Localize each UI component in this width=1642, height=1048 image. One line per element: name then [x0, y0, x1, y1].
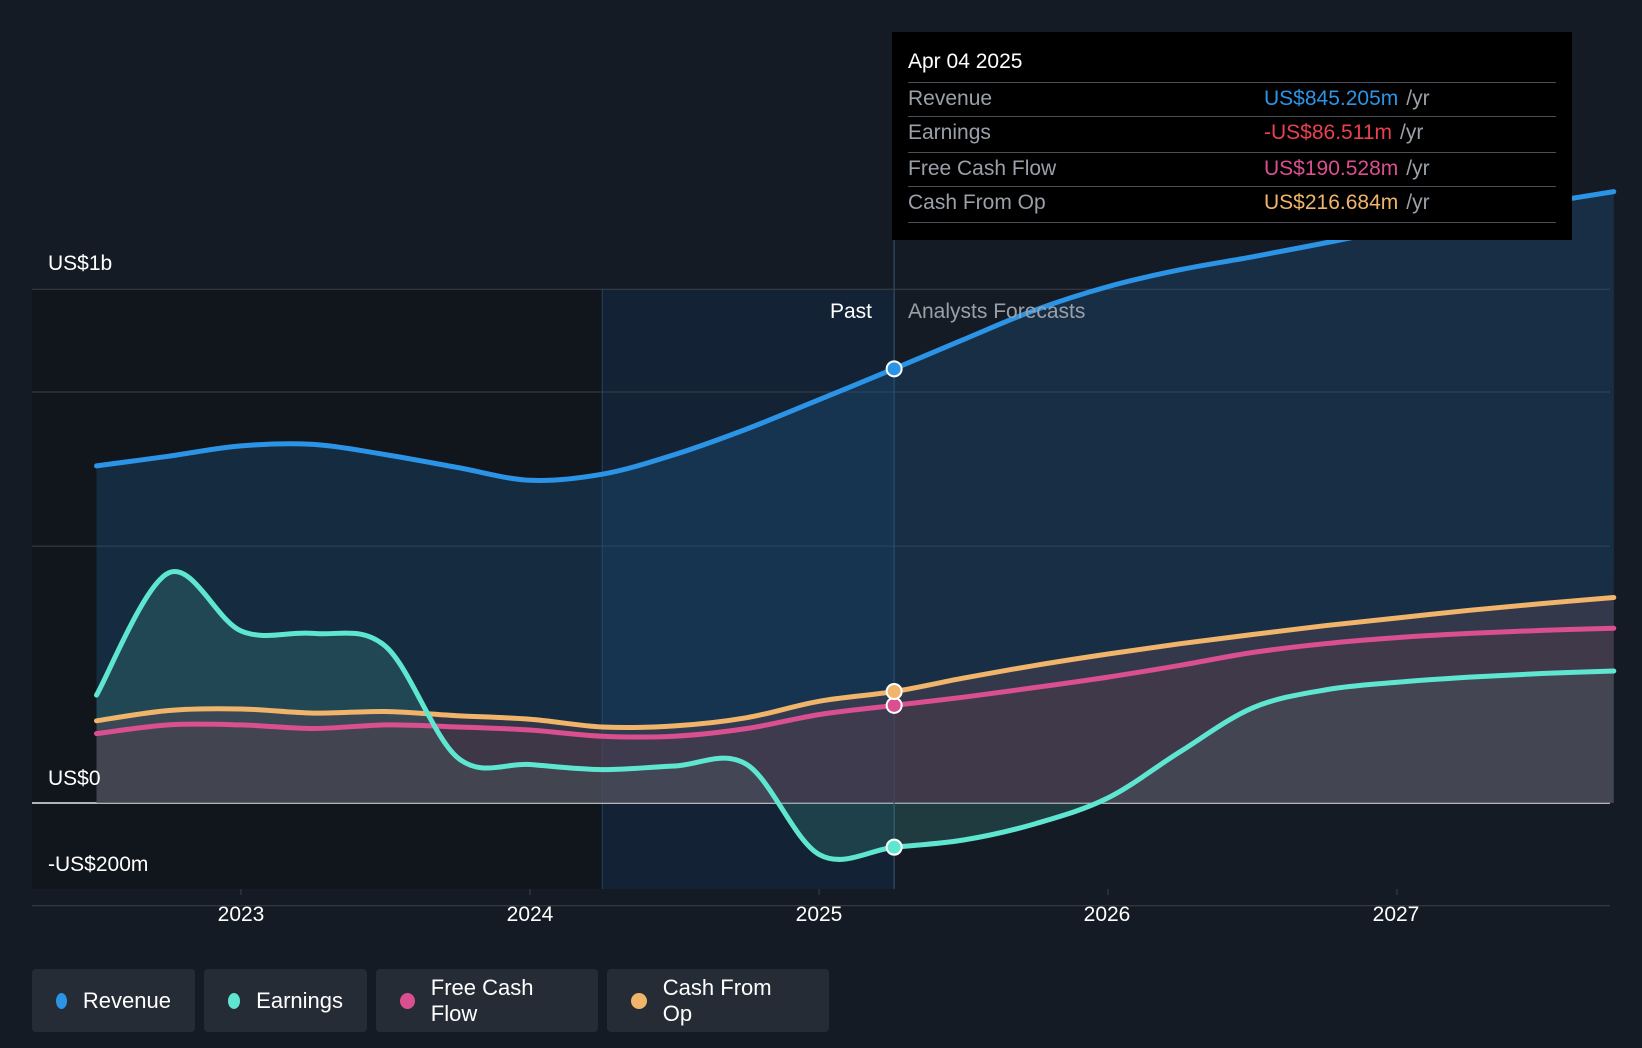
free-cash-flow-point [885, 696, 903, 714]
y-tick-label-1b: US$1b [48, 252, 113, 275]
tooltip-row-revenue: Revenue US$845.205m/yr [908, 82, 1556, 117]
x-tick-label-2023: 2023 [217, 903, 265, 926]
tooltip-value: US$216.684m/yr [1264, 191, 1430, 214]
tooltip-divider [908, 222, 1556, 223]
tooltip-value: US$190.528m/yr [1264, 157, 1430, 180]
tooltip-value: -US$86.511m/yr [1264, 121, 1424, 144]
cash-from-op-line [94, 595, 1617, 731]
legend-item-earnings[interactable]: Earnings [204, 969, 367, 1032]
legend-label: Earnings [256, 987, 343, 1013]
cash-from-op-point [885, 683, 903, 701]
forecast-region-label: Analysts Forecasts [908, 300, 1086, 323]
tooltip-date: Apr 04 2025 [908, 50, 1023, 73]
legend-dot-icon [631, 992, 647, 1009]
x-tick-label-2027: 2027 [1372, 903, 1420, 926]
tooltip-label: Revenue [908, 87, 993, 110]
legend-label: Cash From Op [662, 974, 772, 1026]
y-tick-label-0: US$0 [48, 767, 101, 790]
legend-item-cash-from-op[interactable]: Cash From Op [607, 969, 829, 1032]
tooltip-row-earnings: Earnings -US$86.511m/yr [908, 116, 1556, 151]
y-tick-label-neg200m: -US$200m [48, 853, 149, 876]
tooltip-label: Free Cash Flow [908, 157, 1057, 180]
tooltip-value: US$845.205m/yr [1264, 87, 1430, 110]
legend-dot-icon [56, 992, 67, 1009]
earnings-point [885, 838, 903, 856]
x-tick-label-2024: 2024 [506, 903, 554, 926]
legend-label: Revenue [82, 987, 171, 1013]
legend-dot-icon [400, 992, 415, 1009]
tooltip-label: Earnings [908, 121, 991, 144]
earnings-area [96, 571, 1614, 860]
legend-dot-icon [228, 992, 241, 1009]
revenue-area [96, 191, 1614, 804]
cash-from-op-area [96, 597, 1614, 803]
earnings-line [94, 569, 1617, 862]
revenue-point [885, 360, 903, 378]
legend-item-free-cash-flow[interactable]: Free Cash Flow [376, 969, 598, 1032]
chart-legend: Revenue Earnings Free Cash Flow Cash Fro… [32, 969, 829, 1032]
tooltip-label: Cash From Op [908, 191, 1046, 214]
x-tick-label-2025: 2025 [795, 903, 843, 926]
legend-item-revenue[interactable]: Revenue [32, 969, 195, 1032]
data-tooltip: Apr 04 2025 Revenue US$845.205m/yr Earni… [892, 32, 1572, 240]
tooltip-row-free-cash-flow: Free Cash Flow US$190.528m/yr [908, 152, 1556, 187]
legend-label: Free Cash Flow [430, 974, 534, 1026]
x-tick-label-2026: 2026 [1083, 903, 1131, 926]
past-region-label: Past [830, 300, 873, 323]
free-cash-flow-line [94, 625, 1617, 740]
free-cash-flow-area [96, 628, 1614, 803]
tooltip-row-cash-from-op: Cash From Op US$216.684m/yr [908, 186, 1556, 221]
past-region-bg [32, 289, 603, 889]
